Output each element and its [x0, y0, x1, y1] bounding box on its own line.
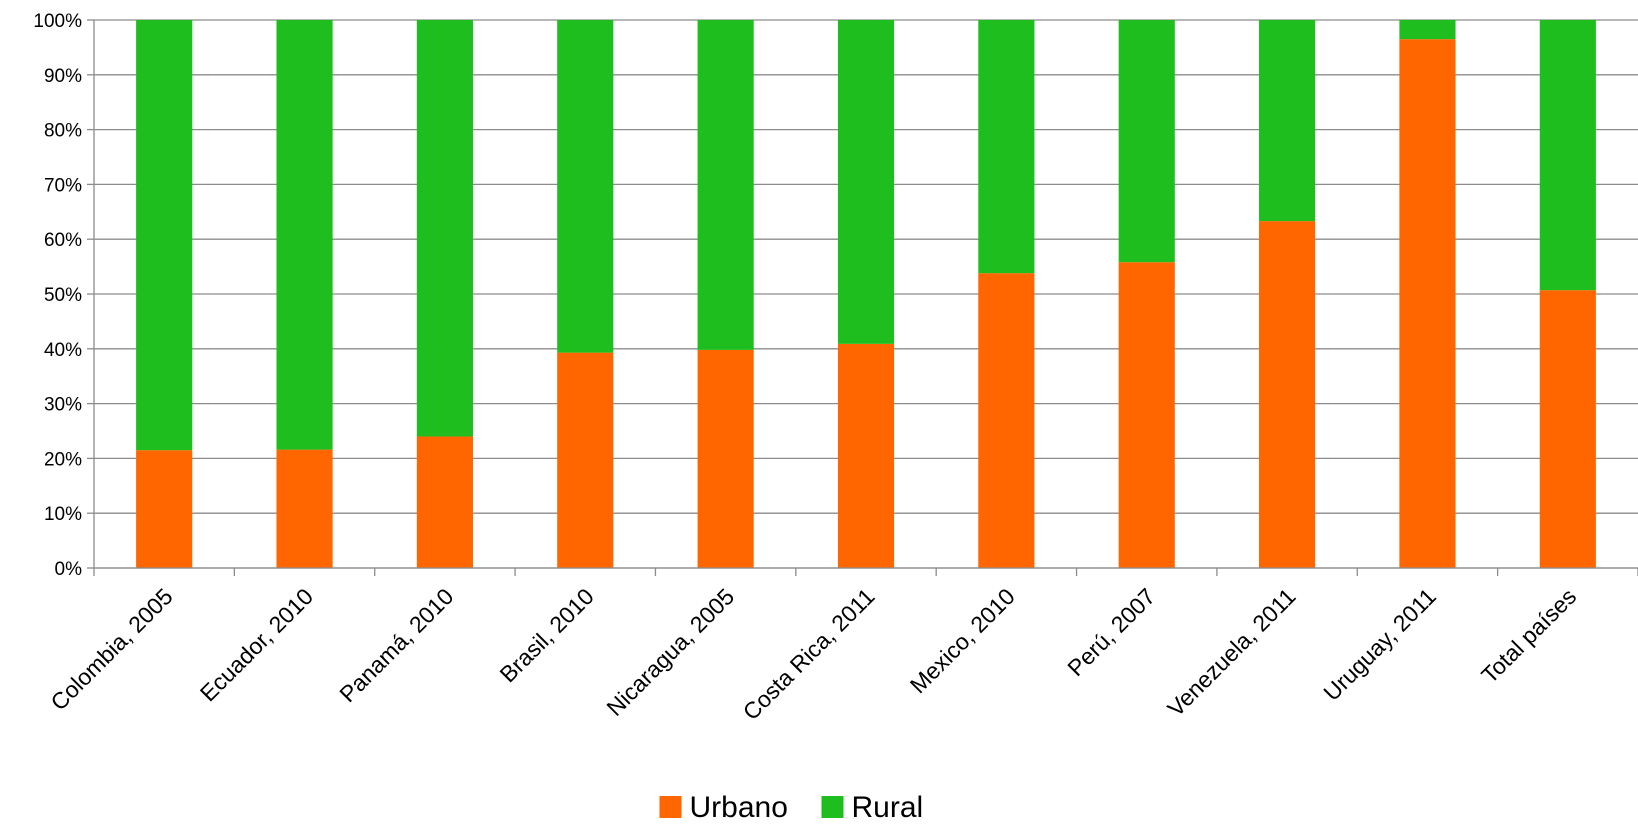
x-tick-labels: Colombia, 2005 Ecuador, 2010 Panamá, 2010 B… [45, 583, 1581, 725]
x-tick-label: Mexico, 2010 [905, 583, 1020, 698]
bar-urbano [136, 450, 193, 568]
legend-swatch-urbano [659, 796, 682, 818]
x-tick-label: Perú, 2007 [1062, 583, 1160, 681]
y-tick-label: 20% [44, 449, 82, 470]
x-tick-label: Panamá, 2010 [334, 583, 458, 707]
y-tick-label: 40% [44, 340, 82, 361]
axes [87, 19, 1638, 576]
bar-urbano [416, 436, 473, 568]
x-tick-label: Uruguay, 2011 [1318, 583, 1441, 706]
bars [136, 20, 1596, 569]
y-tick-label: 30% [44, 395, 82, 416]
bar-urbano [978, 273, 1035, 568]
legend-swatch-rural [821, 796, 844, 818]
x-tick-label: Brasil, 2010 [495, 583, 599, 687]
x-tick-label: Total países [1476, 583, 1581, 688]
y-tick-labels: 0% 10% 20% 30% 40% 50% 60% 70% 80% 90% 100% [33, 11, 82, 580]
bar-urbano [1118, 262, 1175, 568]
legend-label-rural: Rural [852, 791, 924, 824]
bar-rural [136, 20, 193, 451]
bar-rural [1539, 20, 1596, 291]
bar-urbano [1259, 221, 1316, 568]
bar-rural [978, 20, 1035, 274]
bar-rural [557, 20, 614, 353]
x-tick-label: Colombia, 2005 [45, 583, 177, 715]
bar-rural [697, 20, 754, 350]
x-tick-label: Venezuela, 2011 [1162, 583, 1300, 721]
bar-urbano [837, 343, 895, 568]
bar-urbano [276, 449, 333, 568]
bar-rural [416, 20, 473, 437]
y-tick-label: 90% [44, 66, 82, 87]
y-tick-label: 0% [55, 559, 83, 580]
y-tick-label: 70% [44, 175, 82, 196]
bar-urbano [697, 349, 754, 568]
y-tick-label: 10% [44, 504, 82, 525]
legend-label-urbano: Urbano [690, 791, 788, 824]
bar-rural [1259, 20, 1316, 222]
y-tick-label: 60% [44, 230, 82, 251]
y-tick-label: 50% [44, 285, 82, 306]
bar-urbano [1399, 39, 1456, 569]
legend: Urbano Rural [659, 791, 924, 824]
y-tick-label: 80% [44, 121, 82, 142]
bar-urbano [557, 352, 614, 568]
bar-rural [1399, 20, 1456, 40]
bar-rural [1118, 20, 1175, 263]
x-tick-label: Costa Rica, 2011 [738, 583, 880, 725]
bar-rural [276, 20, 333, 450]
bar-rural [837, 20, 895, 344]
x-tick-label: Ecuador, 2010 [195, 583, 318, 706]
y-tick-label: 100% [33, 11, 82, 32]
bar-urbano [1539, 290, 1596, 568]
x-tick-label: Nicaragua, 2005 [601, 583, 739, 721]
